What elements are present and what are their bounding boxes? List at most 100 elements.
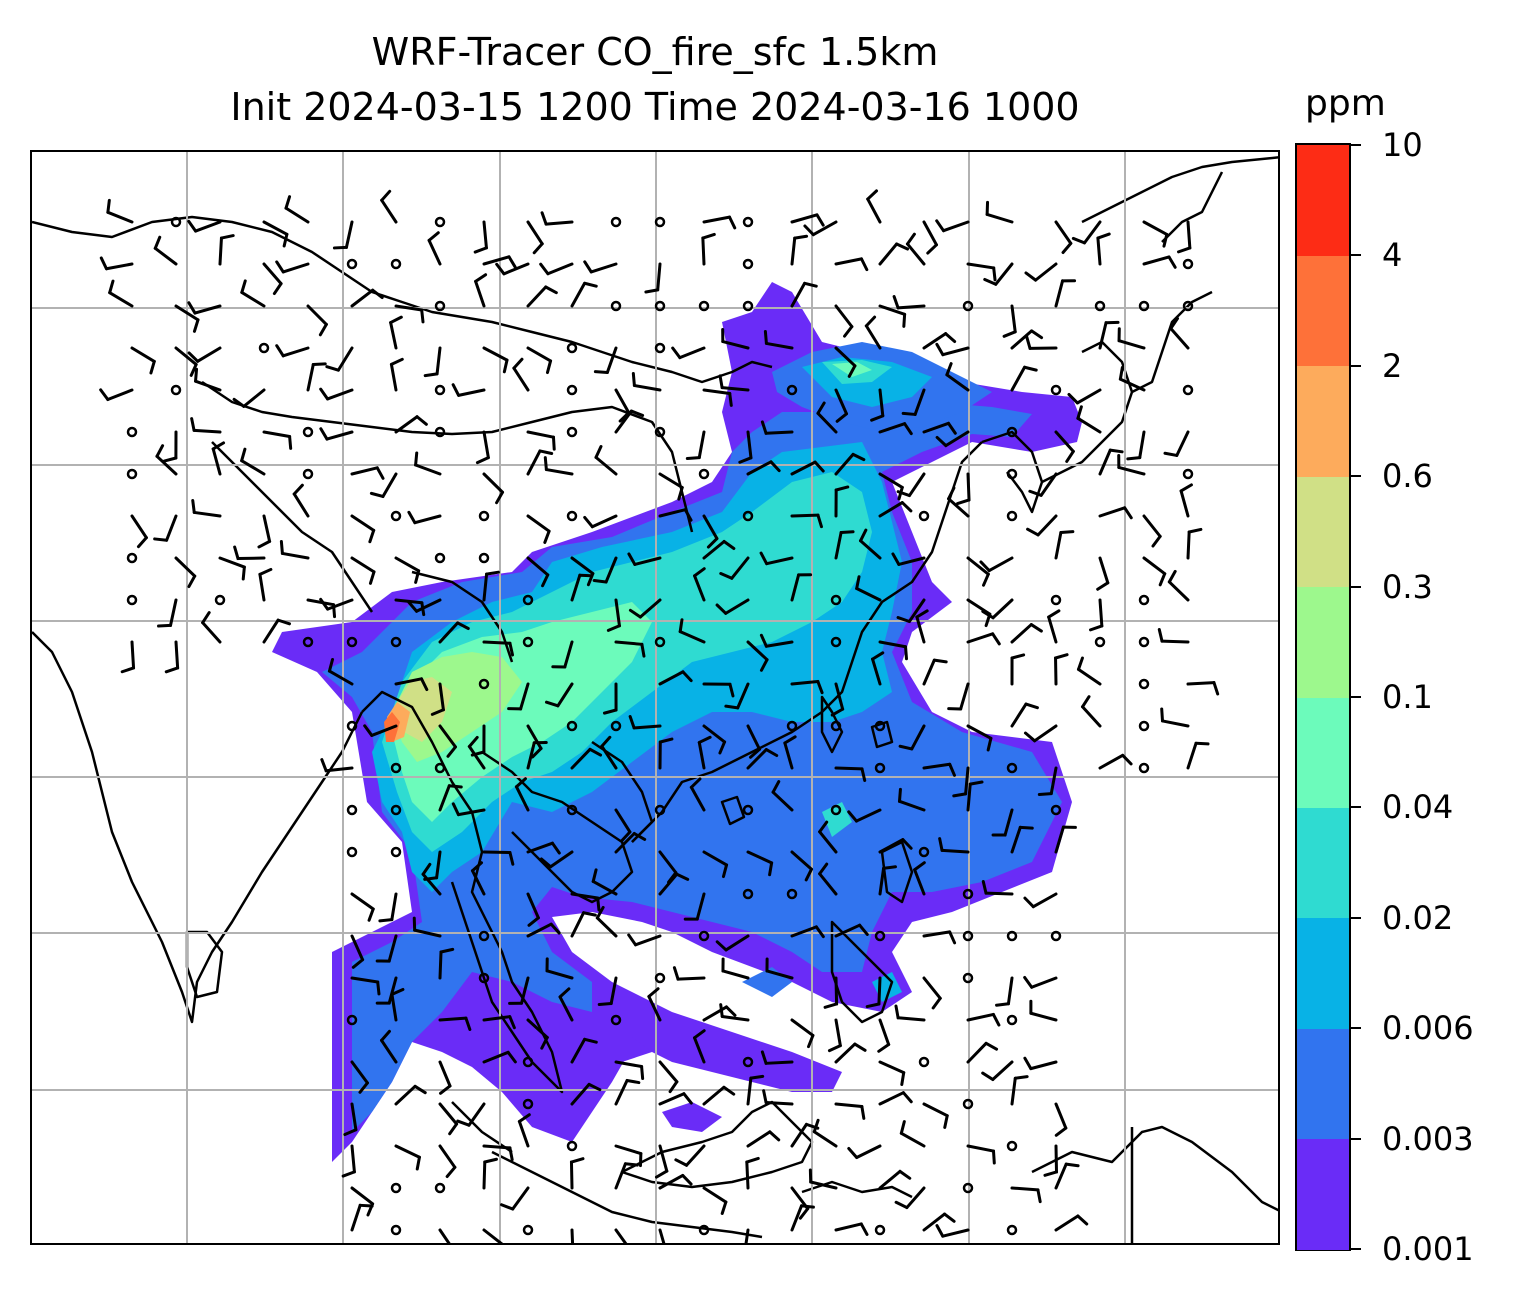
wind-barb-flag — [902, 312, 907, 328]
wind-barb-flag — [870, 414, 885, 422]
wind-barb-flag — [658, 737, 674, 744]
wind-barb-staff — [306, 363, 315, 392]
wind-barb-flag — [800, 1204, 815, 1209]
colorbar-tick-label: 0.04 — [1382, 788, 1454, 827]
wind-barb-flag — [932, 658, 948, 664]
wind-barb-staff — [790, 1204, 804, 1232]
calm-wind-circle — [346, 636, 358, 648]
wind-barb-flag — [628, 608, 642, 619]
wind-barb-flag — [380, 1029, 391, 1042]
wind-barb-staff — [746, 430, 753, 460]
wind-barb-staff — [1010, 329, 1034, 350]
coastline-segment — [491, 1150, 763, 1239]
colorbar-segment — [1297, 917, 1349, 1029]
calm-wind-circle — [1006, 1140, 1018, 1152]
wind-barb-staff — [1031, 892, 1058, 909]
calm-wind-circle — [786, 720, 798, 732]
wind-barb-staff — [570, 911, 586, 938]
wind-barb-flag — [991, 1012, 1001, 1027]
wind-barb-staff — [306, 304, 328, 326]
wind-barb-flag — [768, 1130, 781, 1142]
wind-barb-staff — [1081, 705, 1102, 728]
wind-barb-staff — [693, 574, 706, 602]
wind-barb-staff — [985, 212, 1014, 224]
wind-barb-staff — [994, 262, 1014, 286]
wind-barb-flag — [865, 1002, 881, 1009]
wind-barb-staff — [1175, 430, 1190, 457]
wind-barb-flag — [500, 1203, 515, 1211]
wind-barb-staff — [945, 373, 970, 392]
wind-barb-staff — [394, 304, 424, 312]
wind-barb-staff — [482, 640, 512, 645]
wind-barb-flag — [1071, 236, 1086, 245]
wind-barb-staff — [1010, 1186, 1040, 1192]
calm-wind-circle — [1138, 762, 1150, 774]
wind-barb-staff — [658, 1092, 686, 1106]
wind-barb-staff — [878, 388, 885, 418]
calm-wind-circle — [698, 300, 710, 312]
wind-barb-staff — [638, 598, 662, 619]
calm-wind-circle — [1006, 930, 1018, 942]
wind-barb-staff — [1117, 465, 1146, 476]
wind-barb-flag — [407, 510, 417, 525]
calm-wind-circle — [478, 678, 490, 690]
wind-barb-flag — [618, 411, 631, 423]
wind-barb-staff — [905, 242, 926, 266]
wind-barb-flag — [413, 1084, 427, 1095]
wind-barb-flag — [380, 189, 392, 202]
calm-wind-circle — [390, 1224, 402, 1236]
wind-barb-flag — [982, 572, 990, 587]
calm-wind-circle — [1006, 510, 1018, 522]
wind-barb-flag — [319, 597, 330, 611]
wind-barb-staff — [394, 415, 419, 434]
wind-barb-staff — [658, 1144, 669, 1173]
wind-barb-flag — [894, 1200, 909, 1210]
wind-barb-staff — [104, 262, 134, 271]
calm-wind-circle — [742, 804, 754, 816]
wind-barb-staff — [966, 1012, 995, 1022]
wind-barb-staff — [647, 994, 662, 1022]
wind-barb-staff — [913, 868, 926, 896]
wind-barb-staff — [240, 290, 266, 308]
wind-barb-flag — [629, 409, 645, 417]
wind-barb-flag — [341, 1170, 356, 1178]
wind-barb-flag — [369, 491, 385, 498]
calm-wind-circle — [1050, 930, 1062, 942]
calm-wind-circle — [478, 552, 490, 564]
wind-barb-staff — [834, 304, 854, 329]
wind-barb-staff — [514, 785, 530, 812]
calm-wind-circle — [698, 930, 710, 942]
wind-barb-staff — [702, 215, 732, 224]
wind-barb-flag — [1023, 896, 1035, 909]
wind-barb-flag — [640, 642, 646, 658]
wind-barb-staff — [570, 556, 595, 576]
wind-barb-staff — [685, 1144, 706, 1167]
wind-barb-staff — [614, 598, 621, 628]
wind-barb-staff — [897, 556, 926, 566]
wind-barb-flag — [674, 1158, 689, 1167]
wind-barb-staff — [1054, 1102, 1068, 1130]
wind-barb-flag — [532, 242, 544, 255]
calm-wind-circle — [434, 384, 446, 396]
wind-barb-flag — [859, 1222, 869, 1236]
wind-barb-flag — [926, 243, 938, 255]
calm-wind-circle — [610, 720, 622, 732]
tracer-concentration-fill — [272, 282, 1082, 1162]
wind-barb-staff — [570, 1082, 591, 1106]
wind-barb-flag — [506, 1050, 517, 1064]
wind-barb-flag — [935, 342, 945, 357]
wind-barb-flag — [389, 315, 403, 325]
calm-wind-circle — [346, 846, 358, 858]
wind-barb-staff — [526, 841, 554, 854]
wind-barb-staff — [940, 848, 970, 854]
wind-barb-staff — [519, 682, 530, 711]
calm-wind-circle — [830, 804, 842, 816]
calm-wind-circle — [742, 510, 754, 522]
calm-wind-circle — [434, 762, 446, 774]
wind-barb-staff — [614, 1144, 643, 1156]
wind-barb-staff — [922, 762, 952, 770]
wind-barb-staff — [380, 198, 398, 224]
wind-barb-staff — [324, 766, 354, 773]
calm-wind-circle — [962, 1098, 974, 1110]
colorbar-tick-label: 10 — [1382, 126, 1423, 164]
